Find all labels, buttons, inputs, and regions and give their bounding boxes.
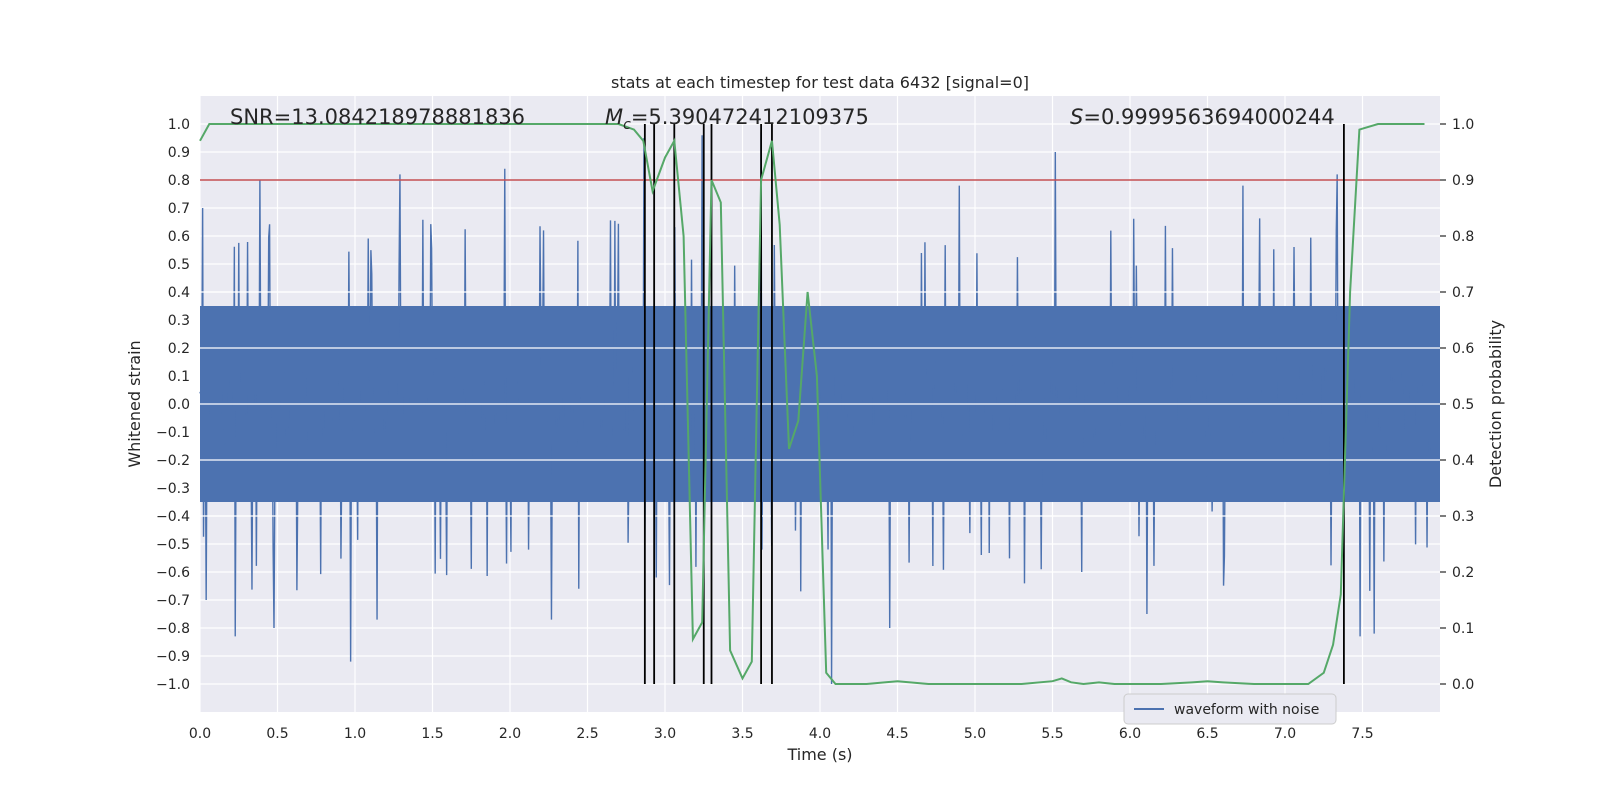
y2-tick-label: 0.8 bbox=[1452, 229, 1474, 245]
y2-tick-label: 0.5 bbox=[1452, 397, 1474, 413]
x-tick-label: 2.0 bbox=[499, 726, 521, 742]
x-tick-label: 3.5 bbox=[731, 726, 753, 742]
y2-tick-label: 0.9 bbox=[1452, 173, 1474, 189]
y-tick-label: 0.1 bbox=[168, 369, 190, 385]
x-tick-label: 1.0 bbox=[344, 726, 366, 742]
y-tick-label: −0.9 bbox=[156, 649, 190, 665]
snr-annotation: SNR=13.084218978881836 bbox=[230, 105, 525, 129]
s-value: =0.9999563694000244 bbox=[1083, 105, 1334, 129]
x-tick-label: 2.5 bbox=[576, 726, 598, 742]
y2-tick-label: 0.3 bbox=[1452, 509, 1474, 525]
y2-tick-label: 0.4 bbox=[1452, 453, 1474, 469]
x-tick-label: 7.0 bbox=[1274, 726, 1296, 742]
y-tick-label: 0.9 bbox=[168, 145, 190, 161]
y-tick-label: −0.8 bbox=[156, 621, 190, 637]
x-tick-label: 4.0 bbox=[809, 726, 831, 742]
y2-tick-label: 0.1 bbox=[1452, 621, 1474, 637]
y-tick-label: −0.4 bbox=[156, 509, 190, 525]
x-tick-label: 6.5 bbox=[1196, 726, 1218, 742]
y-tick-label: 0.2 bbox=[168, 341, 190, 357]
waveform-line bbox=[199, 132, 1433, 685]
y2-tick-label: 1.0 bbox=[1452, 117, 1474, 133]
x-axis-label: Time (s) bbox=[786, 745, 852, 764]
y-axis-label: Whitened strain bbox=[125, 340, 144, 467]
chirp-mass-symbol: M bbox=[605, 105, 623, 129]
y2-axis-ticks: 0.0 0.1 0.2 0.3 0.4 0.5 0.6 0.7 0.8 0.9 1.0 bbox=[1440, 117, 1474, 693]
y-tick-label: 0.0 bbox=[168, 397, 190, 413]
x-tick-label: 0.0 bbox=[189, 726, 211, 742]
y-tick-label: −0.5 bbox=[156, 537, 190, 553]
y-tick-label: −0.2 bbox=[156, 453, 190, 469]
x-tick-label: 1.5 bbox=[421, 726, 443, 742]
y-tick-label: 0.3 bbox=[168, 313, 190, 329]
chirp-mass-subscript: c bbox=[623, 117, 631, 133]
y-tick-label: 0.7 bbox=[168, 201, 190, 217]
probability-series bbox=[199, 123, 1425, 686]
y2-tick-label: 0.6 bbox=[1452, 341, 1474, 357]
y-tick-label: 0.6 bbox=[168, 229, 190, 245]
chirp-mass-value: =5.390472412109375 bbox=[631, 105, 869, 129]
legend: waveform with noise bbox=[1123, 693, 1337, 725]
y-tick-label: 0.8 bbox=[168, 173, 190, 189]
x-axis-ticks: 0.0 0.5 1.0 1.5 2.0 2.5 3.0 3.5 4.0 4.5 5.0 5.5 6.0 6… bbox=[189, 726, 1374, 742]
y-tick-label: −1.0 bbox=[156, 677, 190, 693]
x-tick-label: 6.0 bbox=[1119, 726, 1141, 742]
s-symbol: S bbox=[1070, 105, 1083, 129]
x-tick-label: 5.5 bbox=[1041, 726, 1063, 742]
snr-statistic-annotation: S=0.9999563694000244 bbox=[1070, 105, 1335, 129]
x-tick-label: 5.0 bbox=[964, 726, 986, 742]
y-axis-ticks: −1.0 −0.9 −0.8 −0.7 −0.6 −0.5 −0.4 −0.3 −0.2 −0.1… bbox=[156, 117, 190, 693]
probability-line bbox=[199, 123, 1425, 686]
legend-label: waveform with noise bbox=[1174, 702, 1319, 718]
y-tick-label: −0.6 bbox=[156, 565, 190, 581]
x-tick-label: 7.5 bbox=[1351, 726, 1373, 742]
y-tick-label: 0.5 bbox=[168, 257, 190, 273]
y2-tick-label: 0.7 bbox=[1452, 285, 1474, 301]
probability-gridlines bbox=[200, 291, 1440, 517]
y-tick-label: −0.3 bbox=[156, 481, 190, 497]
y-tick-label: 0.4 bbox=[168, 285, 190, 301]
x-tick-label: 4.5 bbox=[886, 726, 908, 742]
chart-title: stats at each timestep for test data 643… bbox=[611, 73, 1029, 92]
y-tick-label: −0.1 bbox=[156, 425, 190, 441]
y2-axis-label: Detection probability bbox=[1486, 320, 1505, 488]
x-tick-label: 0.5 bbox=[266, 726, 288, 742]
legend-box bbox=[1123, 693, 1337, 725]
x-tick-label: 3.0 bbox=[654, 726, 676, 742]
y-tick-label: 1.0 bbox=[168, 117, 190, 133]
y2-tick-label: 0.2 bbox=[1452, 565, 1474, 581]
chirp-mass-annotation: Mc=5.390472412109375 bbox=[605, 105, 869, 133]
y-tick-label: −0.7 bbox=[156, 593, 190, 609]
y2-tick-label: 0.0 bbox=[1452, 677, 1474, 693]
